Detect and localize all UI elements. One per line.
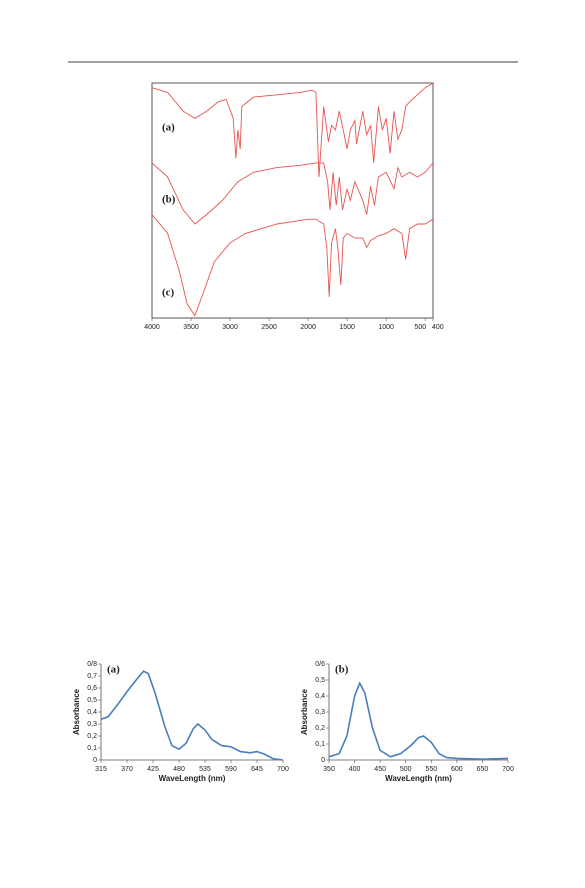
x-tick-label: 650 — [477, 766, 489, 773]
y-axis-label: Absorbance — [300, 688, 309, 735]
y-tick-label: 0 — [93, 757, 97, 764]
x-tick-label: 3000 — [222, 324, 238, 331]
x-tick-label: 450 — [374, 766, 386, 773]
x-tick-label: 500 — [400, 766, 412, 773]
absorbance-line — [100, 670, 284, 761]
x-tick-label: 315 — [95, 766, 107, 773]
y-tick-label: 0,5 — [315, 677, 325, 684]
x-axis-label: WaveLength (nm) — [385, 774, 452, 783]
x-tick-label: 1500 — [339, 324, 355, 331]
y-tick-label: 0,2 — [315, 725, 325, 732]
x-tick-label: 4000 — [144, 324, 160, 331]
x-tick-label: 425 — [147, 766, 159, 773]
series-label: (a) — [162, 122, 175, 134]
x-axis-label: WaveLength (nm) — [159, 774, 226, 783]
y-tick-label: 0,3 — [87, 721, 97, 728]
x-tick-label: 535 — [199, 766, 211, 773]
x-tick-label: 400 — [349, 766, 361, 773]
y-tick-label: 0,4 — [315, 693, 325, 700]
x-tick-label: 350 — [323, 766, 335, 773]
x-tick-label: 700 — [502, 766, 514, 773]
series-label: (c) — [162, 287, 175, 299]
y-tick-label: 0/6 — [315, 661, 325, 668]
y-tick-label: 0/8 — [87, 661, 97, 668]
chart-title: (b) — [335, 664, 349, 676]
x-tick-label: 1000 — [378, 324, 394, 331]
x-tick-label: 480 — [173, 766, 185, 773]
x-tick-label: 370 — [121, 766, 133, 773]
y-tick-label: 0,2 — [87, 733, 97, 740]
x-tick-label: 500 — [415, 324, 427, 331]
plot-frame — [151, 82, 434, 319]
y-tick-label: 0,1 — [315, 741, 325, 748]
x-tick-label: 2500 — [261, 324, 277, 331]
y-tick-label: 0,5 — [87, 697, 97, 704]
y-tick-label: 0,4 — [87, 709, 97, 716]
series-label: (b) — [162, 194, 176, 206]
y-tick-label: 0,6 — [87, 685, 97, 692]
x-tick-label: 600 — [451, 766, 463, 773]
y-tick-label: 0,3 — [315, 709, 325, 716]
x-tick-label: 700 — [277, 766, 289, 773]
x-tick-label: 550 — [425, 766, 437, 773]
y-tick-label: 0,1 — [87, 745, 97, 752]
x-tick-label: 3500 — [183, 324, 199, 331]
chart-title: (a) — [107, 664, 120, 676]
y-axis-label: Absorbance — [72, 688, 81, 735]
spectrum-line — [151, 82, 434, 178]
absorbance-line — [328, 681, 509, 761]
y-tick-label: 0,7 — [87, 673, 97, 680]
y-tick-label: 0 — [321, 757, 325, 764]
x-tick-label: 645 — [251, 766, 263, 773]
x-tick-label: 400 — [432, 324, 444, 331]
spectrum-line — [151, 162, 434, 225]
x-tick-label: 2000 — [300, 324, 316, 331]
x-tick-label: 590 — [225, 766, 237, 773]
spectrum-line — [151, 214, 434, 317]
